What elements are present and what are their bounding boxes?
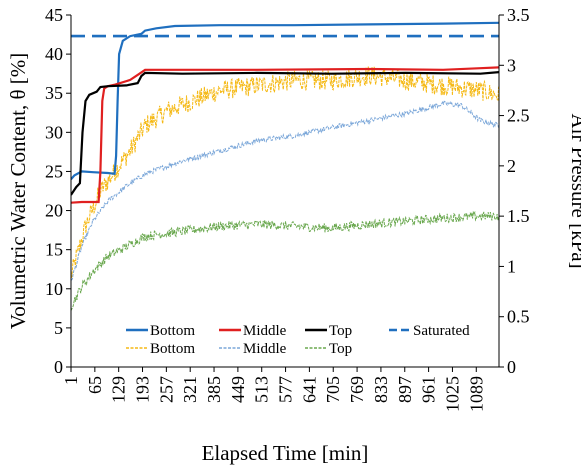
y-left-tick-label: 45: [45, 5, 63, 25]
x-tick-label: 449: [228, 376, 248, 403]
y-right-tick-label: 3: [507, 55, 516, 75]
x-tick-label: 897: [395, 376, 415, 403]
series-line: [71, 66, 499, 278]
x-tick-label: 257: [156, 376, 176, 403]
x-axis-label: Elapsed Time [min]: [202, 441, 369, 465]
x-tick-label: 1: [61, 376, 81, 385]
y-left-tick-label: 10: [45, 279, 63, 299]
legend-label: Bottom: [150, 323, 195, 339]
x-tick-label: 385: [204, 376, 224, 403]
x-tick-label: 193: [133, 376, 153, 403]
x-tick-label: 1089: [466, 376, 486, 412]
y-left-tick-label: 35: [45, 83, 63, 103]
legend-label: Top: [329, 341, 352, 357]
y-right-tick-label: 0.5: [507, 307, 530, 327]
series-layer: [71, 21, 499, 311]
y-right-tick-label: 1: [507, 256, 516, 276]
x-tick-label: 577: [276, 376, 296, 403]
y-axis-left-label: Volumetric Water Content, θ [%]: [6, 53, 30, 329]
y-left-tick-label: 40: [45, 44, 63, 64]
axes-layer: 0 5 10 15 20 25 30 35 40 45 0 0.5 1 1.5 2 2.5 3 3.5 1 65 129…: [45, 5, 530, 412]
x-tick-label: 641: [299, 376, 319, 403]
legend-box: [124, 318, 494, 360]
legend-label: Middle: [243, 323, 287, 339]
legend-label: Middle: [243, 341, 287, 357]
x-tick-label: 129: [109, 376, 129, 403]
legend-label: Saturated: [413, 323, 470, 339]
y-left-tick-label: 5: [54, 318, 63, 338]
y-left-tick-label: 25: [45, 161, 63, 181]
y-left-tick-label: 30: [45, 122, 63, 142]
x-tick-label: 321: [180, 376, 200, 403]
legend-label: Bottom: [150, 341, 195, 357]
y-left-tick-label: 0: [54, 357, 63, 377]
legend-label: Top: [329, 323, 352, 339]
x-tick-label: 833: [371, 376, 391, 403]
y-left-tick-label: 20: [45, 201, 63, 221]
y-right-tick-label: 2: [507, 156, 516, 176]
legend: Bottom Middle Top Saturated Bottom Middle Top: [124, 318, 494, 360]
y-left-tick-label: 15: [45, 240, 63, 260]
x-tick-label: 65: [85, 376, 105, 394]
y-right-tick-label: 1.5: [507, 206, 530, 226]
x-tick-label: 513: [252, 376, 272, 403]
x-tick-label: 769: [347, 376, 367, 403]
y-right-tick-label: 0: [507, 357, 516, 377]
series-line: [71, 21, 499, 181]
y-right-tick-label: 2.5: [507, 106, 530, 126]
y-right-tick-label: 3.5: [507, 5, 530, 25]
x-tick-label: 705: [323, 376, 343, 403]
y-axis-right-label: Air Pressure [kPa]: [567, 113, 581, 268]
series-line: [71, 71, 499, 196]
series-line: [71, 99, 499, 281]
x-tick-label: 1025: [442, 376, 462, 412]
series-line: [71, 66, 499, 204]
x-tick-label: 961: [419, 376, 439, 403]
series-line: [71, 210, 499, 311]
